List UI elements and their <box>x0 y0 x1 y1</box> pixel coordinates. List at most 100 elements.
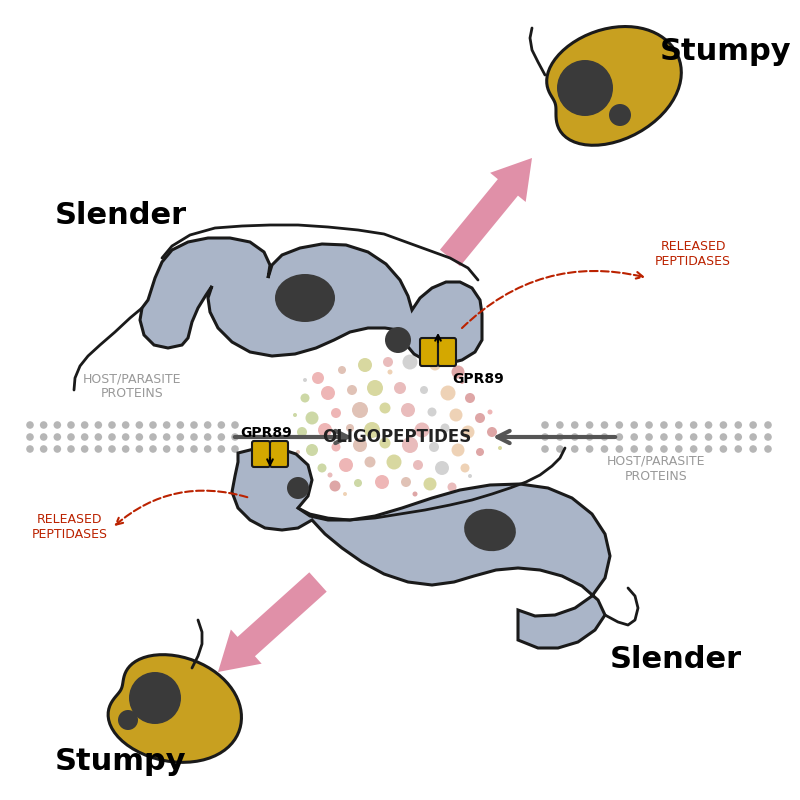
Circle shape <box>675 445 682 453</box>
Circle shape <box>347 385 357 395</box>
Circle shape <box>690 421 698 429</box>
Circle shape <box>468 474 472 478</box>
Circle shape <box>204 445 211 453</box>
FancyBboxPatch shape <box>438 338 456 366</box>
Circle shape <box>556 421 564 429</box>
Circle shape <box>296 450 300 454</box>
Circle shape <box>675 421 682 429</box>
Circle shape <box>734 445 742 453</box>
Circle shape <box>352 402 368 418</box>
Circle shape <box>646 445 653 453</box>
Circle shape <box>750 445 757 453</box>
Circle shape <box>423 478 437 490</box>
Circle shape <box>764 445 772 453</box>
Circle shape <box>81 445 89 453</box>
Circle shape <box>430 359 441 370</box>
Circle shape <box>675 434 682 441</box>
FancyBboxPatch shape <box>270 441 288 467</box>
Circle shape <box>375 475 389 489</box>
Circle shape <box>414 422 430 438</box>
Circle shape <box>231 421 239 429</box>
Circle shape <box>312 372 324 384</box>
Circle shape <box>764 421 772 429</box>
Circle shape <box>40 421 47 429</box>
Circle shape <box>394 382 406 394</box>
Circle shape <box>750 421 757 429</box>
Circle shape <box>94 445 102 453</box>
Circle shape <box>321 386 335 400</box>
Circle shape <box>451 366 465 378</box>
Circle shape <box>135 421 143 429</box>
Polygon shape <box>140 238 482 364</box>
Circle shape <box>177 434 184 441</box>
Circle shape <box>54 434 61 441</box>
Circle shape <box>339 458 353 472</box>
Circle shape <box>764 434 772 441</box>
Circle shape <box>690 434 698 441</box>
Circle shape <box>318 423 332 437</box>
Circle shape <box>297 427 307 437</box>
Circle shape <box>385 327 411 353</box>
Circle shape <box>26 434 34 441</box>
Circle shape <box>163 445 170 453</box>
Circle shape <box>402 354 418 370</box>
Circle shape <box>429 442 439 452</box>
Circle shape <box>67 421 75 429</box>
Polygon shape <box>232 448 610 648</box>
Ellipse shape <box>464 509 516 551</box>
Circle shape <box>386 454 402 470</box>
Circle shape <box>118 710 138 730</box>
Circle shape <box>383 357 393 367</box>
Polygon shape <box>546 26 682 146</box>
Circle shape <box>734 434 742 441</box>
Circle shape <box>451 443 465 457</box>
Circle shape <box>54 421 61 429</box>
Circle shape <box>542 445 549 453</box>
Circle shape <box>306 411 318 425</box>
Circle shape <box>615 421 623 429</box>
Circle shape <box>306 444 318 456</box>
Circle shape <box>177 445 184 453</box>
Circle shape <box>218 434 225 441</box>
Circle shape <box>609 104 631 126</box>
Circle shape <box>734 421 742 429</box>
Ellipse shape <box>275 274 335 322</box>
Text: RELEASED
PEPTIDASES: RELEASED PEPTIDASES <box>655 240 731 268</box>
Text: GPR89: GPR89 <box>240 426 292 440</box>
Circle shape <box>108 434 116 441</box>
Circle shape <box>177 421 184 429</box>
Circle shape <box>94 434 102 441</box>
Circle shape <box>615 445 623 453</box>
Circle shape <box>218 445 225 453</box>
Text: HOST/PARASITE
PROTEINS: HOST/PARASITE PROTEINS <box>82 372 182 400</box>
Circle shape <box>571 445 578 453</box>
Circle shape <box>460 380 464 384</box>
Circle shape <box>413 491 418 497</box>
Circle shape <box>498 446 502 450</box>
Circle shape <box>318 463 326 473</box>
Circle shape <box>487 427 497 437</box>
Circle shape <box>367 380 383 396</box>
Circle shape <box>354 479 362 487</box>
FancyArrow shape <box>440 158 532 266</box>
Circle shape <box>149 421 157 429</box>
Text: Slender: Slender <box>55 201 187 230</box>
Circle shape <box>129 672 181 724</box>
Circle shape <box>556 445 564 453</box>
Circle shape <box>293 413 297 417</box>
Circle shape <box>343 492 347 496</box>
Circle shape <box>646 421 653 429</box>
Circle shape <box>353 438 367 452</box>
Circle shape <box>586 421 594 429</box>
Circle shape <box>67 445 75 453</box>
Circle shape <box>303 378 307 382</box>
Circle shape <box>720 434 727 441</box>
Text: Slender: Slender <box>610 646 742 674</box>
Circle shape <box>557 60 613 116</box>
Circle shape <box>413 460 423 470</box>
Circle shape <box>601 421 608 429</box>
Circle shape <box>705 445 712 453</box>
Circle shape <box>601 434 608 441</box>
Circle shape <box>122 445 130 453</box>
Circle shape <box>364 422 380 438</box>
